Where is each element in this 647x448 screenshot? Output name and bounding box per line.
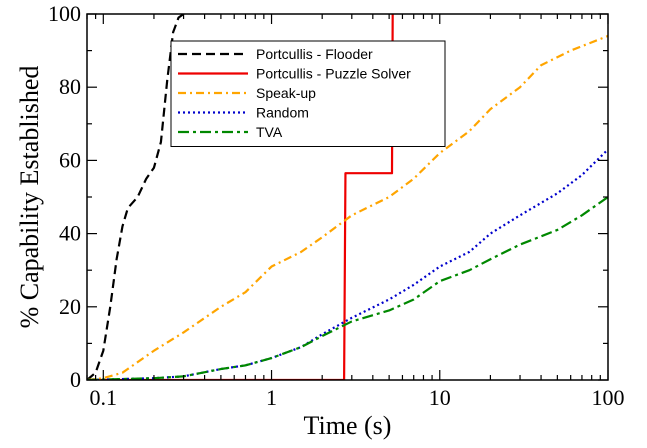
series-line-4 (87, 196, 608, 380)
x-axis-title: Time (s) (304, 411, 392, 440)
legend-label-4: TVA (256, 124, 283, 140)
x-tick-label: 0.1 (90, 385, 118, 410)
series-line-0 (87, 14, 185, 380)
legend-label-0: Portcullis - Flooder (256, 46, 373, 62)
legend: Portcullis - Flooder Portcullis - Puzzle … (170, 40, 446, 147)
y-tick-label: 40 (59, 221, 81, 246)
legend-label-1: Portcullis - Puzzle Solver (256, 66, 411, 82)
y-tick-label: 20 (59, 294, 81, 319)
x-tick-label: 1 (266, 385, 277, 410)
y-tick-label: 60 (59, 147, 81, 172)
y-tick-label: 0 (70, 367, 81, 392)
legend-label-3: Random (256, 105, 309, 121)
x-tick-label: 100 (592, 385, 625, 410)
y-axis-title: % Capability Established (15, 66, 44, 329)
ticks-layer: 0.1 1 10 100 0 20 40 60 80 100 (48, 1, 625, 410)
series-line-3 (87, 148, 608, 380)
y-tick-label: 100 (48, 1, 81, 26)
y-tick-label: 80 (59, 74, 81, 99)
legend-label-2: Speak-up (256, 85, 316, 101)
series-line-2 (87, 34, 608, 380)
x-tick-label: 10 (429, 385, 451, 410)
